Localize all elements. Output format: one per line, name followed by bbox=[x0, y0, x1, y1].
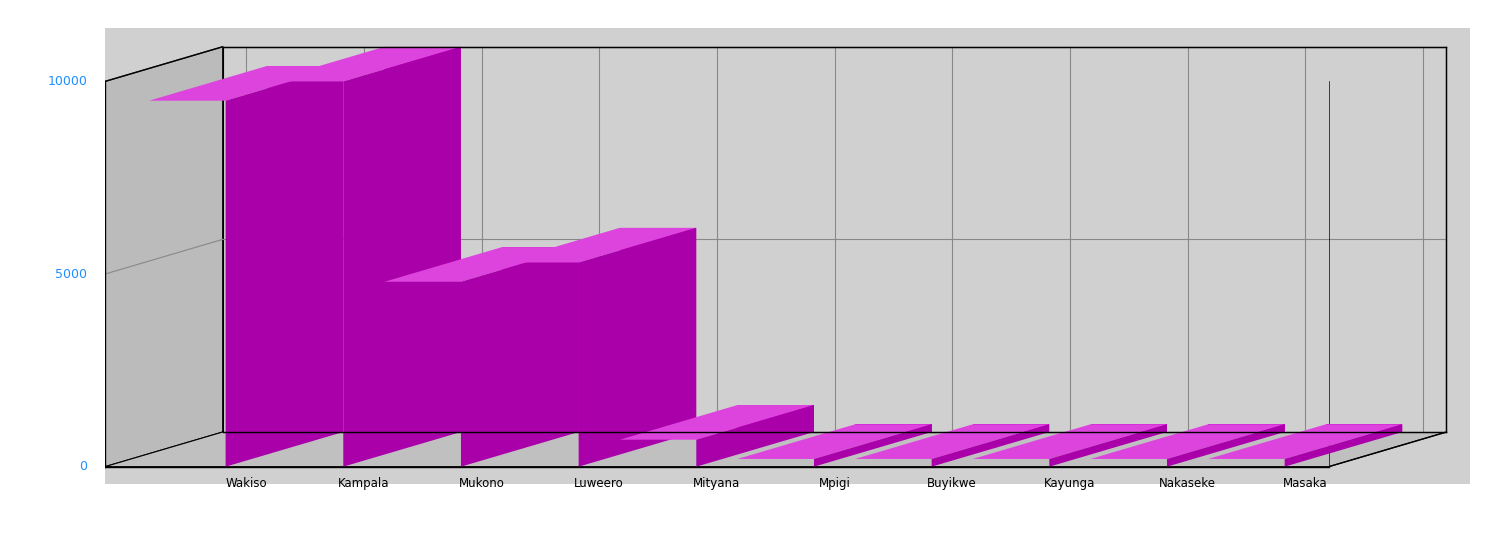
FancyBboxPatch shape bbox=[503, 247, 579, 432]
Polygon shape bbox=[815, 424, 932, 466]
FancyBboxPatch shape bbox=[267, 66, 344, 432]
Polygon shape bbox=[932, 424, 1050, 466]
Polygon shape bbox=[384, 247, 579, 282]
FancyBboxPatch shape bbox=[1090, 424, 1167, 432]
FancyBboxPatch shape bbox=[738, 405, 815, 432]
Polygon shape bbox=[222, 47, 1446, 432]
Polygon shape bbox=[579, 228, 696, 466]
Polygon shape bbox=[620, 405, 815, 439]
Text: 0: 0 bbox=[80, 460, 87, 473]
Polygon shape bbox=[974, 424, 1167, 459]
Polygon shape bbox=[738, 424, 932, 459]
Text: Mpigi: Mpigi bbox=[819, 477, 850, 490]
FancyBboxPatch shape bbox=[1208, 424, 1284, 432]
Text: Nakaseke: Nakaseke bbox=[1160, 477, 1216, 490]
Polygon shape bbox=[855, 424, 1050, 459]
Text: Masaka: Masaka bbox=[1282, 477, 1328, 490]
Text: Kayunga: Kayunga bbox=[1044, 477, 1095, 490]
Polygon shape bbox=[225, 66, 344, 466]
FancyBboxPatch shape bbox=[974, 424, 1050, 432]
Text: Mukono: Mukono bbox=[459, 477, 504, 490]
Text: Buyikwe: Buyikwe bbox=[927, 477, 976, 490]
Polygon shape bbox=[148, 66, 344, 101]
Polygon shape bbox=[1284, 424, 1402, 466]
Polygon shape bbox=[105, 432, 1446, 466]
Polygon shape bbox=[344, 47, 460, 466]
Text: 10000: 10000 bbox=[48, 75, 87, 88]
Polygon shape bbox=[1167, 424, 1284, 466]
FancyBboxPatch shape bbox=[105, 28, 1470, 484]
Text: Mityana: Mityana bbox=[693, 477, 741, 490]
Polygon shape bbox=[1090, 424, 1284, 459]
Polygon shape bbox=[1208, 424, 1402, 459]
Text: Kampala: Kampala bbox=[338, 477, 390, 490]
Text: Wakiso: Wakiso bbox=[225, 477, 267, 490]
Polygon shape bbox=[503, 228, 696, 262]
Polygon shape bbox=[267, 47, 460, 81]
FancyBboxPatch shape bbox=[1326, 424, 1402, 432]
Text: Luweero: Luweero bbox=[574, 477, 624, 490]
FancyBboxPatch shape bbox=[855, 424, 932, 432]
Polygon shape bbox=[1050, 424, 1167, 466]
Polygon shape bbox=[105, 47, 222, 466]
Polygon shape bbox=[460, 247, 579, 466]
Text: 5000: 5000 bbox=[56, 267, 87, 280]
FancyBboxPatch shape bbox=[620, 228, 696, 432]
FancyBboxPatch shape bbox=[384, 47, 460, 432]
Polygon shape bbox=[696, 405, 814, 466]
